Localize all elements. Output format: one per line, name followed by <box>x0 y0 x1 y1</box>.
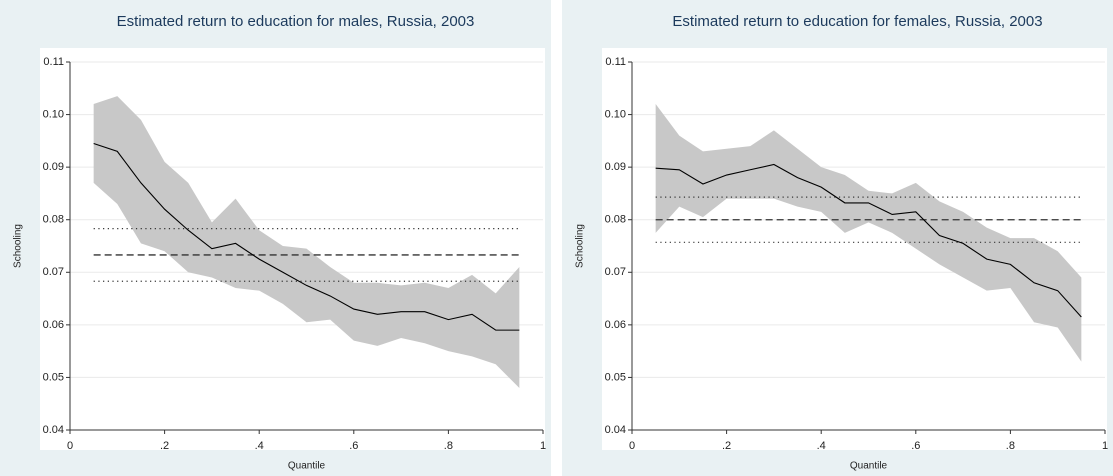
x-tick-label: .8 <box>444 440 453 452</box>
y-tick-label: 0.09 <box>605 161 626 173</box>
y-tick-label: 0.07 <box>605 266 626 278</box>
y-tick-label: 0.04 <box>605 424 626 436</box>
y-tick-label: 0.09 <box>43 161 64 173</box>
confidence-band <box>93 96 520 388</box>
y-axis-label: Schooling <box>13 224 24 268</box>
chart-panel: Estimated return to education for female… <box>562 0 1113 476</box>
confidence-band <box>655 104 1082 362</box>
y-tick-label: 0.06 <box>43 319 64 331</box>
x-tick-label: 0 <box>67 440 73 452</box>
y-tick-label: 0.11 <box>43 56 64 68</box>
x-axis-label: Quantile <box>288 461 326 472</box>
y-tick-label: 0.04 <box>43 424 64 436</box>
y-tick-label: 0.08 <box>605 214 626 226</box>
x-tick-label: 1 <box>1102 440 1108 452</box>
x-tick-label: .2 <box>160 440 169 452</box>
quantile-line <box>655 163 1082 318</box>
chart-panel: Estimated return to education for males,… <box>0 0 551 476</box>
y-tick-label: 0.08 <box>43 214 64 226</box>
x-tick-label: .6 <box>911 440 920 452</box>
quantile-line <box>93 142 520 331</box>
x-tick-label: .2 <box>722 440 731 452</box>
y-tick-label: 0.07 <box>43 266 64 278</box>
y-tick-label: 0.05 <box>605 371 626 383</box>
x-tick-label: .6 <box>349 440 358 452</box>
chart-title: Estimated return to education for males,… <box>117 13 475 30</box>
x-tick-label: .8 <box>1006 440 1015 452</box>
x-tick-label: 1 <box>540 440 546 452</box>
y-axis-label: Schooling <box>575 224 586 268</box>
x-axis-label: Quantile <box>850 461 888 472</box>
y-tick-label: 0.06 <box>605 319 626 331</box>
x-tick-label: 0 <box>629 440 635 452</box>
y-tick-label: 0.10 <box>605 108 626 120</box>
chart-title: Estimated return to education for female… <box>672 13 1042 30</box>
y-tick-label: 0.10 <box>43 108 64 120</box>
x-tick-label: .4 <box>817 440 826 452</box>
x-tick-label: .4 <box>255 440 264 452</box>
y-tick-label: 0.11 <box>605 56 626 68</box>
y-tick-label: 0.05 <box>43 371 64 383</box>
